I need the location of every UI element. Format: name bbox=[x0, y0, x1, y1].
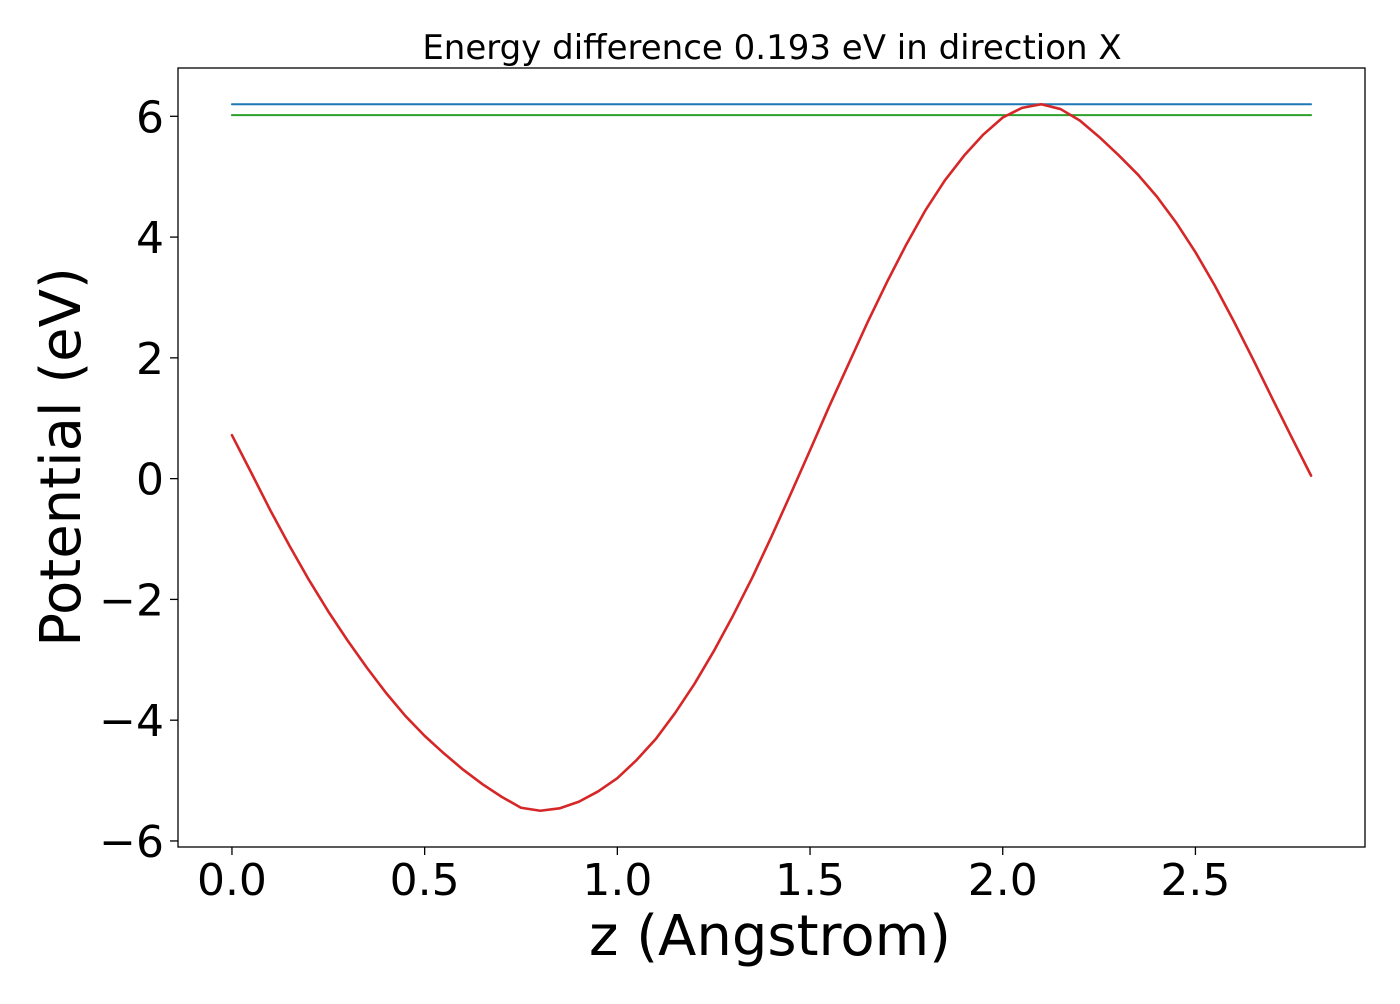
x-tick-label: 2.5 bbox=[1160, 855, 1230, 906]
series-layer bbox=[230, 102, 1313, 813]
y-tick-label: −4 bbox=[99, 696, 164, 747]
x-tick-label: 1.0 bbox=[582, 855, 652, 906]
y-tick-label: 2 bbox=[136, 334, 164, 385]
y-tick-label: −2 bbox=[99, 575, 164, 626]
y-axis-title: Potential (eV) bbox=[29, 267, 94, 647]
chart-title: Energy difference 0.193 eV in direction … bbox=[422, 28, 1121, 68]
x-tick-label: 2.0 bbox=[968, 855, 1038, 906]
x-tick-label: 0.5 bbox=[390, 855, 460, 906]
y-tick-label: −6 bbox=[99, 817, 164, 868]
series-line-2 bbox=[230, 102, 1313, 813]
y-tick-label: 0 bbox=[136, 455, 164, 506]
plot-frame bbox=[177, 67, 1366, 848]
x-axis: 0.0 0.5 1.0 1.5 2.0 2.5 bbox=[197, 847, 1230, 906]
x-tick-label: 1.5 bbox=[775, 855, 845, 906]
y-tick-label: 4 bbox=[136, 213, 164, 264]
y-axis: −6 −4 −2 0 2 4 6 bbox=[99, 92, 178, 868]
y-tick-label: 6 bbox=[136, 92, 164, 143]
x-axis-title: z (Angstrom) bbox=[589, 904, 951, 969]
x-tick-label: 0.0 bbox=[197, 855, 267, 906]
